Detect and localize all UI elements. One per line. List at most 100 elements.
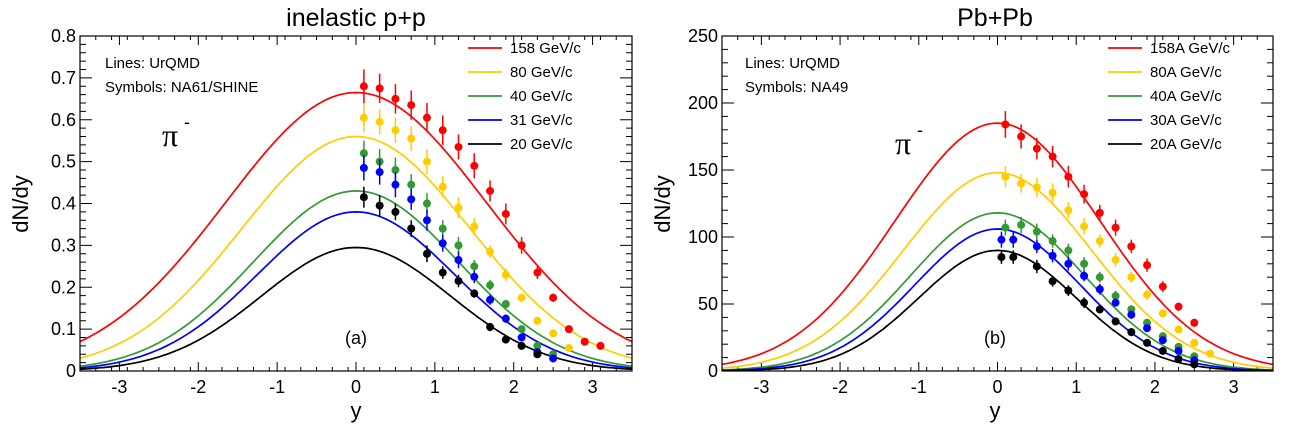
y-tick-label: 0.6 — [51, 110, 76, 130]
lines-note: Lines: UrQMD — [745, 55, 840, 72]
panel-label: (a) — [345, 328, 367, 348]
data-point — [1009, 235, 1018, 244]
model-curve-2 — [721, 212, 1274, 371]
data-point — [549, 354, 558, 363]
data-point — [549, 329, 558, 338]
y-tick-label: 0.8 — [51, 26, 76, 46]
data-point — [1001, 172, 1010, 181]
data-point — [1032, 144, 1041, 153]
x-tick-label: 1 — [430, 377, 440, 397]
data-point — [1080, 298, 1089, 307]
x-tick-label: 3 — [588, 377, 598, 397]
data-point — [1080, 259, 1089, 268]
data-point — [407, 101, 416, 110]
data-point — [1080, 190, 1089, 199]
data-point — [391, 126, 400, 135]
chart-panel-pp: inelastic p+p dN/dy y Lines: UrQMD Symbo… — [8, 4, 633, 423]
data-point — [375, 168, 384, 177]
chart-panel-pbpb: Pb+Pb dN/dy y Lines: UrQMD Symbols: NA49… — [650, 4, 1274, 423]
axis-ticks: -3 -2 -1 0 1 2 3 0 50 100 150 200 250 — [688, 26, 1274, 397]
data-point — [486, 323, 495, 332]
legend: 158 GeV/c 80 GeV/c 40 GeV/c 31 GeV/c 20 GeV/… — [468, 40, 581, 153]
model-curve-1 — [721, 171, 1274, 370]
data-point — [1174, 346, 1183, 355]
symbols-note: Symbols: NA61/SHINE — [105, 79, 258, 96]
x-tick-label: 0 — [992, 377, 1002, 397]
data-point — [517, 241, 526, 250]
data-point — [1095, 285, 1104, 294]
data-point — [1064, 246, 1073, 255]
data-point — [1174, 325, 1183, 334]
data-point — [486, 295, 495, 304]
data-point — [422, 199, 431, 208]
data-point — [1080, 222, 1089, 231]
data-point — [470, 272, 479, 281]
data-point — [1017, 179, 1026, 188]
panel-label: (b) — [984, 328, 1006, 348]
x-axis-label: y — [351, 398, 362, 423]
data-point — [470, 161, 479, 170]
data-point — [1001, 120, 1010, 129]
legend-entry: 20A GeV/c — [1150, 136, 1222, 153]
data-point — [438, 239, 447, 248]
data-point — [533, 341, 542, 350]
data-point — [391, 94, 400, 103]
data-point — [454, 142, 463, 151]
x-tick-label: -2 — [190, 377, 206, 397]
x-tick-label: -3 — [111, 377, 127, 397]
data-point — [454, 203, 463, 212]
data-point — [375, 84, 384, 93]
data-point — [486, 281, 495, 290]
model-curve-4 — [79, 246, 633, 371]
data-point — [580, 337, 589, 346]
legend-entry: 30A GeV/c — [1150, 112, 1222, 129]
lines-note: Lines: UrQMD — [105, 55, 200, 72]
x-tick-label: 2 — [1150, 377, 1160, 397]
x-tick-label: -3 — [753, 377, 769, 397]
data-point — [1190, 338, 1199, 347]
data-point — [517, 293, 526, 302]
data-point — [501, 270, 510, 279]
data-point — [454, 241, 463, 250]
data-point — [1080, 271, 1089, 280]
data-point — [1158, 346, 1167, 355]
data-point — [470, 222, 479, 231]
y-tick-label: 0.7 — [51, 68, 76, 88]
data-point — [422, 113, 431, 122]
model-curve-1 — [79, 135, 633, 360]
y-tick-label: 150 — [688, 160, 718, 180]
y-tick-label: 0.4 — [51, 194, 76, 214]
data-point — [501, 300, 510, 308]
x-tick-label: 3 — [1229, 377, 1239, 397]
data-point — [1064, 286, 1073, 295]
legend-entry: 80 GeV/c — [510, 64, 573, 81]
chart-title: inelastic p+p — [286, 4, 426, 32]
data-point — [1127, 310, 1136, 319]
data-point — [1158, 309, 1167, 318]
data-points — [997, 111, 1215, 369]
data-point — [1143, 324, 1152, 333]
data-point — [359, 113, 368, 122]
data-point — [486, 186, 495, 195]
data-point — [375, 201, 384, 210]
data-point — [1048, 251, 1057, 260]
y-tick-label: 250 — [688, 26, 718, 46]
chart-title: Pb+Pb — [957, 4, 1033, 32]
legend-entry: 20 GeV/c — [510, 136, 573, 153]
data-point — [1190, 360, 1199, 369]
legend-entry: 40A GeV/c — [1150, 88, 1222, 105]
data-point — [1111, 317, 1120, 326]
data-point — [422, 249, 431, 258]
data-point — [1127, 273, 1136, 282]
model-curve-0 — [721, 122, 1274, 366]
data-point — [501, 314, 510, 323]
data-point — [1111, 223, 1120, 232]
data-point — [517, 325, 526, 334]
data-point — [407, 224, 416, 233]
data-point — [1032, 242, 1041, 251]
plot-frame — [721, 35, 1274, 372]
data-point — [533, 268, 542, 277]
data-point — [564, 343, 573, 352]
data-point — [1032, 227, 1041, 236]
y-axis-label: dN/dy — [650, 175, 675, 232]
